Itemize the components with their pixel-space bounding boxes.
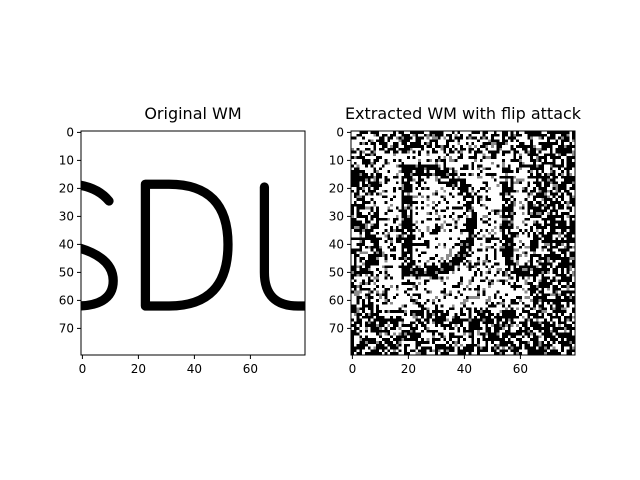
x-tick-label: 60 bbox=[243, 362, 258, 376]
extracted-watermark-axes: 0 20 40 60 0 10 20 30 40 50 60 70 bbox=[328, 118, 588, 380]
x-tick-label: 20 bbox=[131, 362, 146, 376]
y-tick-label: 30 bbox=[329, 209, 344, 223]
y-tick-label: 70 bbox=[59, 321, 74, 335]
x-tick-label: 20 bbox=[401, 362, 416, 376]
x-tick-label: 60 bbox=[513, 362, 528, 376]
y-tick-label: 20 bbox=[329, 181, 344, 195]
y-tick-label: 10 bbox=[59, 153, 74, 167]
y-tick-label: 30 bbox=[59, 209, 74, 223]
image-area bbox=[71, 131, 317, 355]
original-watermark-panel: 0 20 40 60 0 10 20 30 40 50 60 70 bbox=[58, 118, 318, 380]
y-tick-label: 50 bbox=[329, 265, 344, 279]
y-tick-label: 70 bbox=[329, 321, 344, 335]
y-tick-label: 60 bbox=[329, 293, 344, 307]
x-tick-label: 0 bbox=[79, 362, 87, 376]
y-tick-label: 60 bbox=[59, 293, 74, 307]
extracted-watermark-image bbox=[351, 131, 575, 355]
original-watermark-axes: 0 20 40 60 0 10 20 30 40 50 60 70 bbox=[58, 118, 318, 380]
y-tick-label: 0 bbox=[336, 125, 344, 139]
y-tick-label: 10 bbox=[329, 153, 344, 167]
x-tick-label: 40 bbox=[457, 362, 472, 376]
y-tick-label: 0 bbox=[66, 125, 74, 139]
image-background bbox=[81, 131, 305, 355]
y-tick-label: 20 bbox=[59, 181, 74, 195]
x-tick-label: 40 bbox=[187, 362, 202, 376]
x-tick-label: 0 bbox=[349, 362, 357, 376]
extracted-watermark-panel: 0 20 40 60 0 10 20 30 40 50 60 70 bbox=[328, 118, 588, 380]
y-tick-label: 40 bbox=[59, 237, 74, 251]
y-tick-label: 50 bbox=[59, 265, 74, 279]
y-tick-label: 40 bbox=[329, 237, 344, 251]
